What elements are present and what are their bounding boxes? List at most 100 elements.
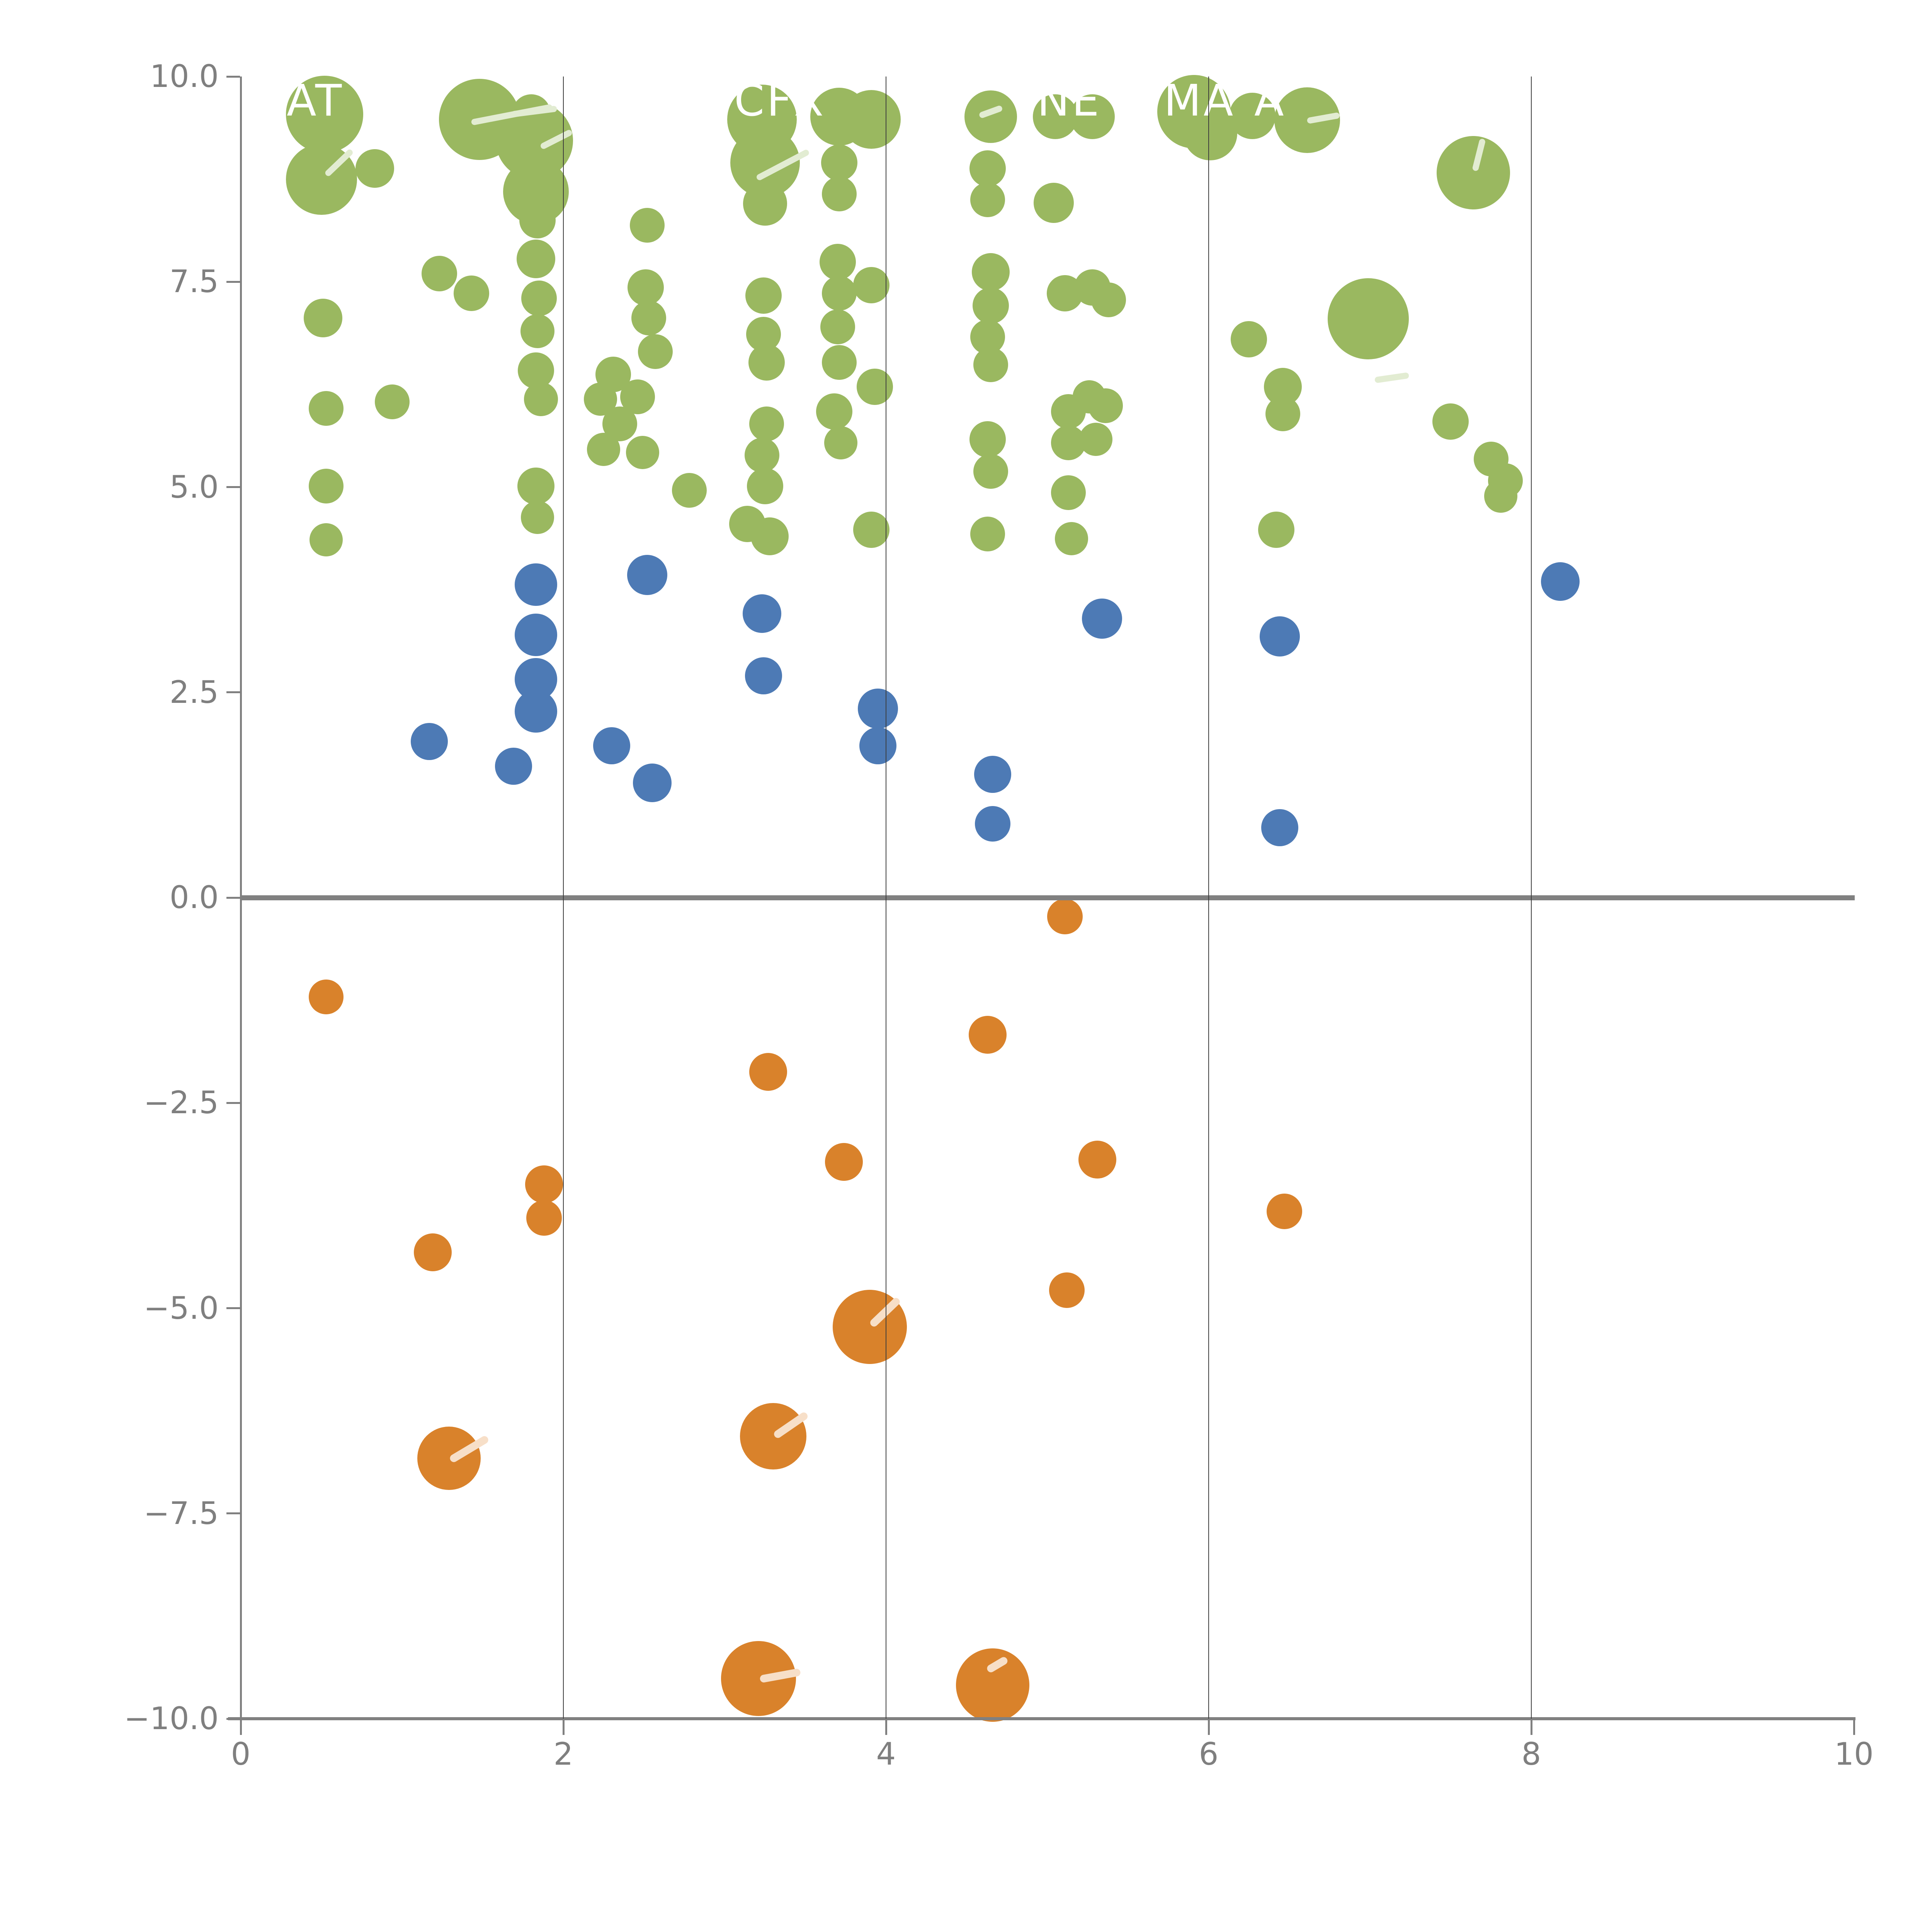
- green-bubble: [821, 176, 857, 211]
- green-bubble: [744, 437, 779, 473]
- green-bubble: [973, 454, 1009, 489]
- blue-bubble: [1082, 598, 1122, 639]
- green-bubble: [1258, 512, 1295, 548]
- green-bubble: [842, 90, 901, 149]
- green-bubble: [821, 145, 857, 181]
- green-bubble: [309, 469, 344, 504]
- x-tick-label: 0: [231, 1736, 251, 1772]
- green-bubble: [743, 182, 787, 226]
- vertical-gridline: [563, 77, 564, 1719]
- green-bubble: [748, 344, 785, 381]
- y-tick-label: 7.5: [169, 264, 219, 300]
- orange-bubble: [740, 1403, 806, 1469]
- green-bubble: [1328, 278, 1409, 359]
- x-tick: [240, 1720, 242, 1735]
- blue-bubble: [515, 614, 558, 656]
- green-bubble: [970, 182, 1005, 217]
- vertical-gridline: [1208, 77, 1209, 1719]
- y-tick-label: 5.0: [169, 469, 219, 505]
- green-bubble: [853, 512, 890, 548]
- y-tick: [226, 281, 240, 283]
- green-bubble: [1231, 321, 1267, 357]
- green-bubble: [1265, 396, 1301, 432]
- green-bubble: [1436, 136, 1510, 209]
- x-tick-label: 8: [1521, 1736, 1541, 1772]
- title-fragment: NE: [1037, 76, 1102, 126]
- green-bubble: [853, 267, 890, 303]
- blue-bubble: [515, 690, 558, 733]
- green-bubble: [747, 468, 783, 505]
- x-tick-label: 2: [553, 1736, 573, 1772]
- y-tick-label: −2.5: [143, 1085, 219, 1121]
- green-bubble: [821, 276, 857, 311]
- x-axis-spine: [228, 1717, 1855, 1720]
- orange-bubble: [1049, 1272, 1085, 1308]
- x-tick-label: 4: [876, 1736, 896, 1772]
- green-bubble: [751, 517, 789, 555]
- zero-line: [241, 895, 1855, 900]
- x-tick: [562, 1720, 565, 1735]
- green-bubble: [1079, 423, 1112, 456]
- x-tick: [1530, 1720, 1532, 1735]
- green-bubble: [631, 300, 667, 335]
- green-bubble: [972, 253, 1010, 291]
- blue-bubble: [974, 756, 1011, 793]
- x-tick-label: 10: [1834, 1736, 1874, 1772]
- green-bubble: [973, 347, 1009, 382]
- x-tick: [1208, 1720, 1210, 1735]
- green-bubble: [819, 244, 856, 281]
- green-bubble: [630, 207, 665, 243]
- orange-bubble: [309, 980, 344, 1015]
- title-fragment: MA: [1164, 76, 1236, 126]
- orange-bubble: [1047, 898, 1083, 934]
- green-bubble: [517, 468, 555, 505]
- green-bubble: [672, 473, 707, 508]
- green-bubble: [286, 75, 364, 153]
- green-bubble: [375, 384, 410, 419]
- green-bubble: [1088, 388, 1123, 423]
- blue-bubble: [515, 563, 558, 606]
- y-axis-spine: [240, 77, 242, 1724]
- blue-bubble: [975, 806, 1010, 842]
- orange-bubble: [1078, 1140, 1116, 1179]
- vertical-gridline: [1531, 77, 1532, 1719]
- green-bubble: [1432, 403, 1469, 440]
- orange-bubble: [417, 1427, 481, 1490]
- y-tick: [226, 1512, 240, 1515]
- y-tick-label: −5.0: [143, 1290, 219, 1326]
- green-bubble: [454, 276, 490, 311]
- green-bubble: [745, 277, 782, 314]
- blue-bubble: [1261, 809, 1298, 847]
- orange-bubble: [1267, 1193, 1303, 1229]
- x-tick: [885, 1720, 887, 1735]
- green-bubble: [1484, 479, 1517, 513]
- y-tick-label: 10.0: [150, 58, 219, 94]
- blue-bubble: [627, 554, 668, 595]
- blue-bubble: [858, 689, 898, 729]
- green-bubble: [856, 369, 893, 405]
- green-bubble: [816, 393, 853, 430]
- y-tick: [226, 486, 240, 488]
- green-bubble: [964, 90, 1017, 143]
- y-tick: [226, 1718, 240, 1720]
- green-bubble: [520, 314, 555, 348]
- green-bubble: [303, 298, 342, 337]
- green-bubble: [1091, 282, 1126, 317]
- green-bubble: [521, 280, 557, 316]
- green-bubble: [1034, 183, 1074, 223]
- green-bubble: [627, 269, 664, 306]
- green-bubble: [524, 382, 558, 417]
- x-tick-label: 6: [1199, 1736, 1219, 1772]
- green-bubble: [820, 310, 855, 345]
- orange-bubble: [413, 1233, 452, 1271]
- y-tick: [226, 896, 240, 899]
- y-tick: [226, 1102, 240, 1104]
- green-bubble: [638, 334, 673, 369]
- y-tick-label: −7.5: [143, 1495, 219, 1531]
- green-bubble: [521, 501, 554, 534]
- title-fragment: CFX: [734, 76, 826, 126]
- x-tick: [1853, 1720, 1855, 1735]
- green-bubble: [355, 149, 394, 188]
- title-fragment: A: [1254, 76, 1286, 126]
